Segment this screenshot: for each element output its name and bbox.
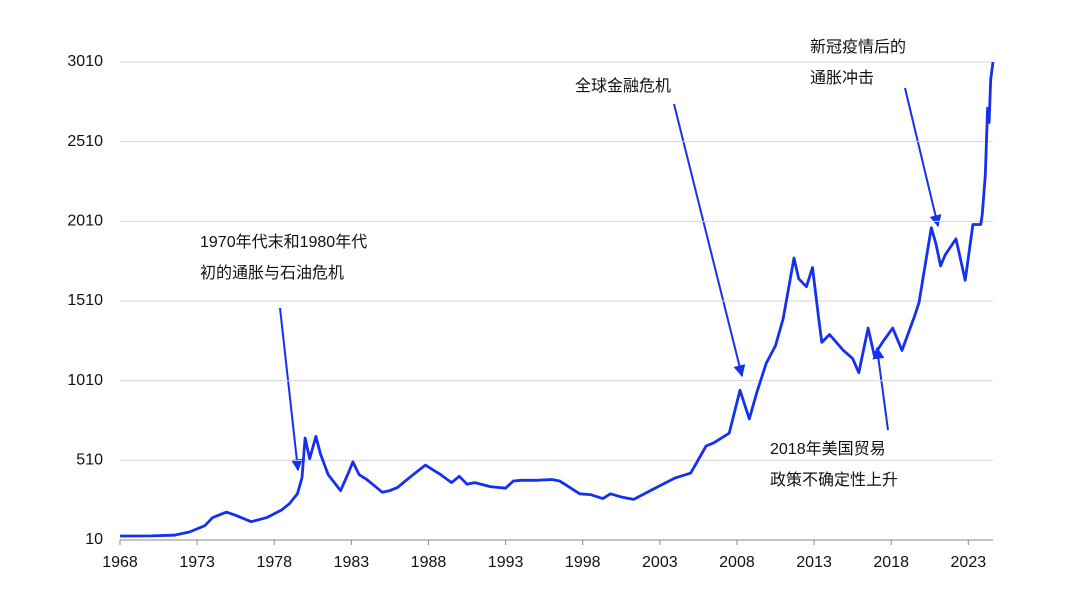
x-tick-label: 2008 xyxy=(719,554,755,571)
y-tick-label: 510 xyxy=(76,452,103,469)
x-tick-label: 1983 xyxy=(334,554,370,571)
y-tick-label: 1510 xyxy=(67,292,103,309)
annotation: 新冠疫情后的 xyxy=(810,38,906,56)
y-tick-label: 10 xyxy=(85,531,103,548)
x-tick-label: 2023 xyxy=(951,554,987,571)
x-tick-label: 1988 xyxy=(411,554,447,571)
arrow xyxy=(904,87,942,228)
x-tick-label: 2013 xyxy=(796,554,832,571)
arrow xyxy=(279,307,303,472)
x-tick-label: 1993 xyxy=(488,554,524,571)
annotation: 全球金融危机 xyxy=(575,77,671,95)
arrow xyxy=(673,103,746,378)
y-tick-label: 1010 xyxy=(67,372,103,389)
arrow xyxy=(872,346,889,431)
x-tick-label: 1978 xyxy=(256,554,292,571)
data-line xyxy=(119,61,995,538)
annotation: 通胀冲击 xyxy=(810,69,874,87)
x-tick-label: 2018 xyxy=(873,554,909,571)
y-tick-label: 3010 xyxy=(67,53,103,70)
y-tick-label: 2010 xyxy=(67,213,103,230)
x-tick-label: 1973 xyxy=(179,554,215,571)
x-tick-label: 1998 xyxy=(565,554,601,571)
annotation: 初的通胀与石油危机 xyxy=(200,264,344,282)
x-tick-label: 1968 xyxy=(102,554,138,571)
annotation: 政策不确定性上升 xyxy=(770,471,898,489)
annotation: 1970年代末和1980年代 xyxy=(200,233,367,251)
y-tick-label: 2510 xyxy=(67,133,103,150)
x-tick-label: 2003 xyxy=(642,554,678,571)
annotation: 2018年美国贸易 xyxy=(770,440,886,458)
